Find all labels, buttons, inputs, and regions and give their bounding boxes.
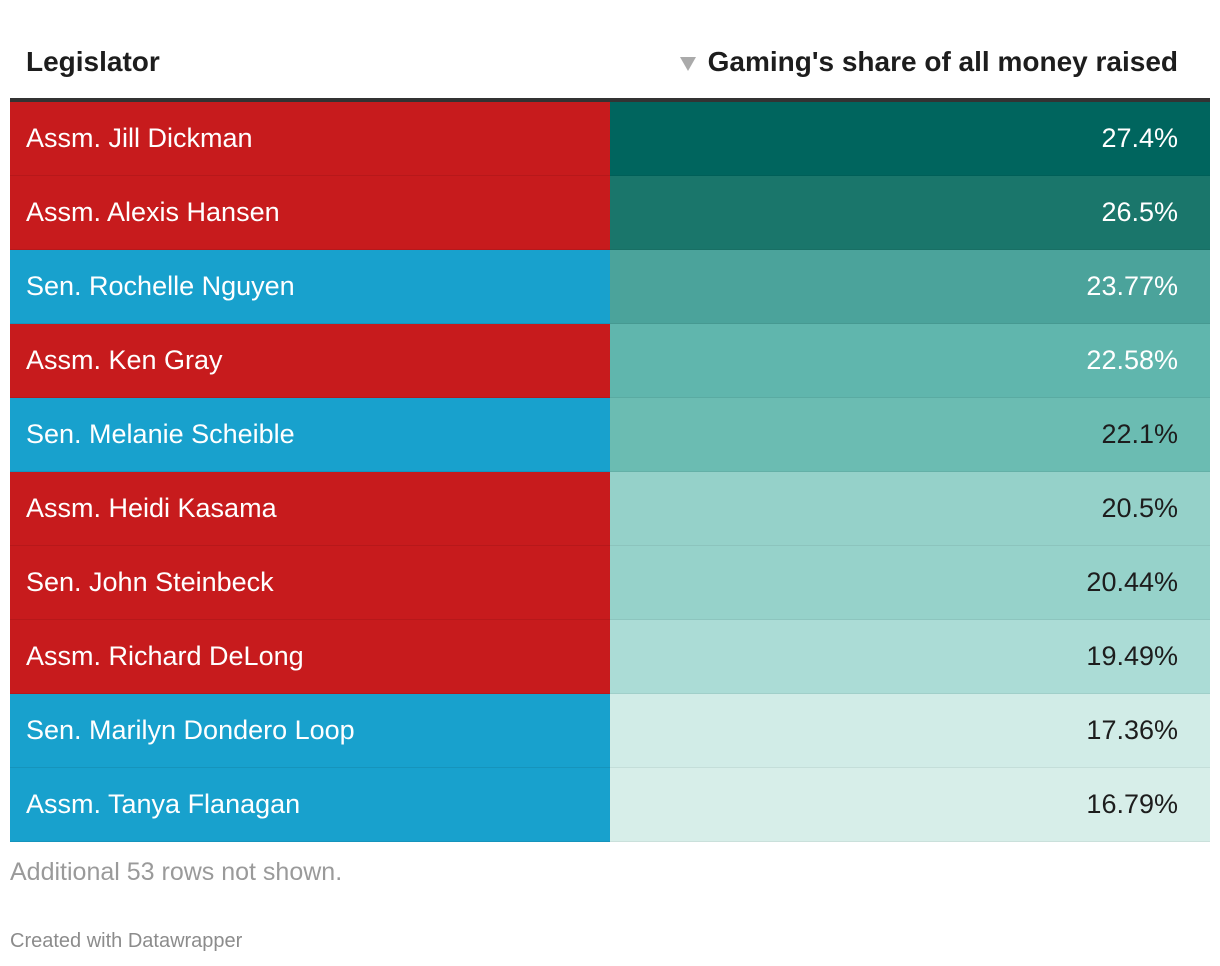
share-cell: 22.58% — [610, 324, 1210, 398]
share-cell: 27.4% — [610, 102, 1210, 176]
table-row: Assm. Heidi Kasama 20.5% — [10, 472, 1210, 546]
legislator-cell: Assm. Ken Gray — [10, 324, 610, 398]
header-share-label: Gaming's share of all money raised — [707, 46, 1178, 77]
header-legislator[interactable]: Legislator — [26, 46, 160, 77]
share-cell: 20.44% — [610, 546, 1210, 620]
table-row: Assm. Ken Gray 22.58% — [10, 324, 1210, 398]
legislator-cell: Assm. Heidi Kasama — [10, 472, 610, 546]
table-row: Assm. Richard DeLong 19.49% — [10, 620, 1210, 694]
table-row: Sen. Rochelle Nguyen 23.77% — [10, 250, 1210, 324]
table-row: Sen. Melanie Scheible 22.1% — [10, 398, 1210, 472]
share-cell: 17.36% — [610, 694, 1210, 768]
legislator-cell: Sen. John Steinbeck — [10, 546, 610, 620]
share-cell: 20.5% — [610, 472, 1210, 546]
legislator-cell: Sen. Marilyn Dondero Loop — [10, 694, 610, 768]
table-row: Assm. Jill Dickman 27.4% — [10, 102, 1210, 176]
datawrapper-credit[interactable]: Created with Datawrapper — [10, 930, 243, 952]
table-body: Assm. Jill Dickman 27.4% Assm. Alexis Hans… — [10, 102, 1210, 842]
legislator-cell: Sen. Melanie Scheible — [10, 398, 610, 472]
table-row: Sen. Marilyn Dondero Loop 17.36% — [10, 694, 1210, 768]
table-header: Legislator Gaming's share of all money r… — [10, 0, 1210, 102]
header-share[interactable]: Gaming's share of all money raised — [679, 46, 1178, 78]
table-row: Assm. Alexis Hansen 26.5% — [10, 176, 1210, 250]
legislator-cell: Assm. Richard DeLong — [10, 620, 610, 694]
share-cell: 22.1% — [610, 398, 1210, 472]
legislator-cell: Assm. Tanya Flanagan — [10, 768, 610, 842]
share-cell: 26.5% — [610, 176, 1210, 250]
rows-hidden-note: Additional 53 rows not shown. — [10, 858, 343, 886]
table-row: Assm. Tanya Flanagan 16.79% — [10, 768, 1210, 842]
share-cell: 16.79% — [610, 768, 1210, 842]
legislator-cell: Assm. Alexis Hansen — [10, 176, 610, 250]
legislator-cell: Sen. Rochelle Nguyen — [10, 250, 610, 324]
data-table: Legislator Gaming's share of all money r… — [10, 0, 1210, 842]
share-cell: 23.77% — [610, 250, 1210, 324]
legislator-cell: Assm. Jill Dickman — [10, 102, 610, 176]
sort-descending-icon[interactable] — [679, 57, 696, 71]
table-row: Sen. John Steinbeck 20.44% — [10, 546, 1210, 620]
share-cell: 19.49% — [610, 620, 1210, 694]
